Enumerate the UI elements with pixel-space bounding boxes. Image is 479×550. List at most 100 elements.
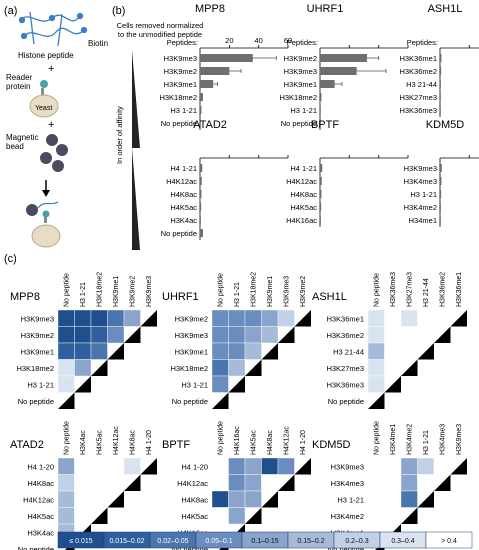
- diagonal-cell: [124, 474, 141, 491]
- biotin-label: Biotin: [88, 39, 108, 48]
- legend-label: 0.15–0.2: [297, 538, 324, 545]
- heatmap-cell: [261, 326, 279, 344]
- legend-label: ≤ 0.015: [69, 538, 92, 545]
- heatmap-cell: [107, 474, 125, 492]
- heatmap-cell: [400, 474, 418, 492]
- column-label: H3 21-44: [423, 278, 430, 307]
- bar-chart-bptf: BPTF H4 1-21 H4K12ac H4K8ac H4K5ac H4K16ac: [286, 119, 409, 227]
- heatmap-cell: [211, 474, 229, 492]
- legend-label: 0.2–0.3: [345, 538, 368, 545]
- x-tick-label: 20: [225, 36, 233, 45]
- heatmap-cell: [90, 309, 108, 327]
- row-label: H3K9me2: [175, 314, 208, 323]
- chart-title: ATAD2: [193, 119, 227, 131]
- bar: [320, 67, 357, 75]
- heatmap-cell: [244, 309, 262, 327]
- heatmap-cell: [367, 474, 385, 492]
- diagonal-cell: [417, 491, 434, 508]
- heatmaps: MPP8 No peptide H3 1-21 H3K18me2 H3K9me1 H3K9…: [10, 272, 467, 550]
- category-label: H3K9me3: [284, 67, 317, 76]
- column-label: H4K8ac: [129, 430, 136, 455]
- bar: [200, 216, 201, 224]
- chart-title: UHRF1: [307, 3, 344, 15]
- diagonal-cell: [434, 474, 451, 491]
- row-label: H3K9me3: [331, 462, 364, 471]
- heatmap-cell: [417, 474, 435, 492]
- column-label: H3K4ac: [80, 430, 87, 455]
- heatmap-title: BPTF: [162, 439, 190, 451]
- heatmap-cell: [433, 457, 451, 475]
- row-label: No peptide: [172, 397, 208, 406]
- column-label: H3K18me2: [96, 272, 103, 307]
- plus-sign: +: [48, 63, 54, 75]
- heatmap-cell: [211, 326, 229, 344]
- bar: [440, 216, 441, 224]
- column-label: No peptide: [63, 421, 70, 455]
- category-label: H3K36me2: [399, 67, 437, 76]
- heatmap-cell: [90, 490, 108, 508]
- heatmap-cell: [367, 375, 385, 393]
- heatmap-cell: [400, 342, 418, 360]
- bar: [200, 203, 202, 211]
- heatmap-cell: [57, 342, 75, 360]
- heatmap-cell: [228, 474, 246, 492]
- legend-label: > 0.4: [441, 538, 457, 545]
- heatmap-cell: [90, 457, 108, 475]
- column-label: No peptide: [63, 273, 70, 307]
- heatmap-cell: [384, 490, 402, 508]
- diagonal-cell: [228, 376, 245, 393]
- heatmap-cell: [57, 507, 75, 525]
- heatmap-cell: [123, 309, 141, 327]
- bar: [440, 106, 441, 114]
- bar: [440, 164, 442, 172]
- diagonal-cell: [107, 343, 124, 360]
- column-label: H3K36me1: [456, 272, 463, 307]
- column-label: H4K16ac: [234, 426, 241, 455]
- diagonal-cell: [91, 359, 108, 376]
- diagonal-cell: [140, 458, 157, 475]
- diagonal-cell: [278, 474, 295, 491]
- row-label: H3K4me2: [331, 512, 364, 521]
- row-label: H4K12ac: [177, 479, 208, 488]
- bar: [320, 164, 323, 172]
- heatmap-cell: [57, 375, 75, 393]
- heatmap-cell: [228, 490, 246, 508]
- heatmap-uhrf1: UHRF1 No peptide H3 1-21 H3K18me2 H3K9me1 H3K…: [162, 272, 311, 409]
- bar-charts: MPP8 Peptides: 20 40 60 H3K9me3 H3K9me2 H3K9me1…: [159, 3, 479, 240]
- row-label: H3K18me2: [16, 364, 54, 373]
- category-label: H3K9me1: [284, 80, 317, 89]
- column-label: H4 1-20: [146, 430, 153, 455]
- row-label: H3K9me1: [21, 347, 54, 356]
- column-label: H4K5ac: [250, 430, 257, 455]
- column-label: H3K36me3: [390, 272, 397, 307]
- row-label: H4 1-20: [181, 462, 208, 471]
- diagonal-cell: [384, 376, 401, 393]
- diagonal-cell: [261, 491, 278, 508]
- color-legend: ≤ 0.015 0.015–0.02 0.02–0.05 0.05–0.1 0.1–0.…: [57, 531, 473, 549]
- bar: [200, 80, 214, 88]
- legend-label: 0.015–0.02: [109, 538, 144, 545]
- diagonal-cell: [140, 310, 157, 327]
- bar-chart-atad2: ATAD2 H4 1-21 H4K12ac H4K8ac H4K5ac H3K4ac No …: [161, 119, 289, 240]
- heatmap-cell: [367, 309, 385, 327]
- plus-sign-2: +: [48, 119, 54, 131]
- heatmap-cell: [244, 457, 262, 475]
- diagonal-cell: [91, 507, 108, 524]
- legend-label: 0.1–0.15: [251, 538, 278, 545]
- row-label: H4K5ac: [27, 512, 54, 521]
- panel-label-c: (c): [4, 253, 17, 265]
- diagonal-cell: [450, 458, 467, 475]
- peptides-label: Peptides:: [167, 38, 198, 47]
- yeast-icon: [29, 94, 59, 118]
- column-label: H3K9me3: [283, 276, 290, 307]
- column-label: H3K9me2: [129, 276, 136, 307]
- category-label: H3K27me3: [399, 93, 437, 102]
- category-label: H3K18me2: [279, 93, 317, 102]
- heatmap-mpp8: MPP8 No peptide H3 1-21 H3K18me2 H3K9me1 H3K9…: [10, 272, 157, 409]
- category-label: H3K18me2: [159, 93, 197, 102]
- category-label: H4 1-21: [170, 164, 197, 173]
- column-label: H4K8ac: [267, 430, 274, 455]
- bar: [440, 80, 441, 88]
- heatmap-cell: [261, 474, 279, 492]
